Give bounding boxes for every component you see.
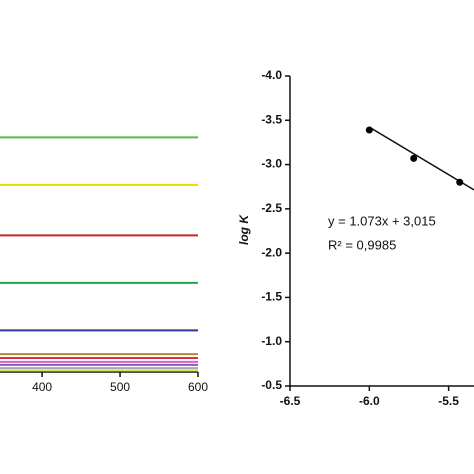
data-point — [410, 154, 418, 162]
data-point — [365, 126, 373, 134]
y-axis-label: log K — [237, 214, 251, 245]
y-tick-label: -0.5 — [261, 378, 282, 392]
y-tick-label: -1.5 — [261, 290, 282, 304]
x-tick-label: 400 — [32, 380, 52, 394]
equation: y = 1.073x + 3,015 — [328, 213, 436, 228]
x-tick-label: -6.0 — [359, 394, 380, 408]
y-tick-label: -4.0 — [261, 68, 282, 82]
y-tick-label: -2.5 — [261, 201, 282, 215]
y-tick-label: -3.0 — [261, 157, 282, 171]
y-tick-label: -1.0 — [261, 334, 282, 348]
y-tick-label: -2.0 — [261, 245, 282, 259]
x-tick-label: 500 — [110, 380, 130, 394]
y-tick-label: -3.5 — [261, 112, 282, 126]
r-squared: R² = 0,9985 — [328, 237, 396, 252]
data-point — [456, 178, 464, 186]
x-tick-label: -6.5 — [280, 394, 301, 408]
x-tick-label: -5.5 — [438, 394, 459, 408]
x-tick-label: 600 — [188, 380, 208, 394]
fit-line — [368, 126, 474, 191]
